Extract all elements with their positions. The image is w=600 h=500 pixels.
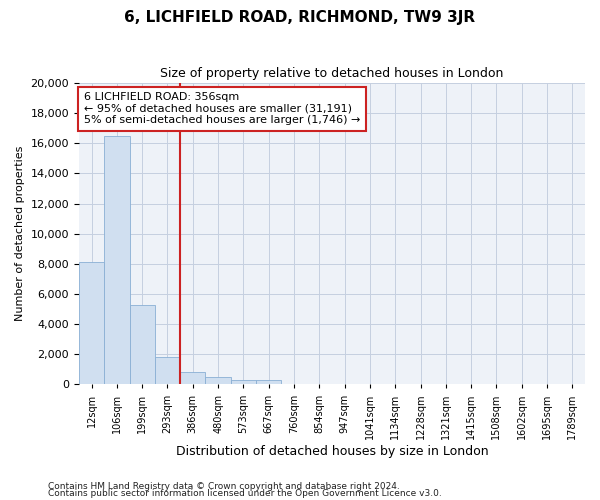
Text: Contains public sector information licensed under the Open Government Licence v3: Contains public sector information licen…: [48, 490, 442, 498]
Text: 6 LICHFIELD ROAD: 356sqm
← 95% of detached houses are smaller (31,191)
5% of sem: 6 LICHFIELD ROAD: 356sqm ← 95% of detach…: [84, 92, 361, 126]
Bar: [155, 358, 180, 384]
Bar: [231, 380, 256, 384]
Bar: [256, 380, 281, 384]
X-axis label: Distribution of detached houses by size in London: Distribution of detached houses by size …: [176, 444, 488, 458]
Bar: [205, 377, 231, 384]
Bar: [79, 262, 104, 384]
Bar: [180, 372, 205, 384]
Text: 6, LICHFIELD ROAD, RICHMOND, TW9 3JR: 6, LICHFIELD ROAD, RICHMOND, TW9 3JR: [124, 10, 476, 25]
Bar: [130, 304, 155, 384]
Title: Size of property relative to detached houses in London: Size of property relative to detached ho…: [160, 68, 503, 80]
Bar: [104, 136, 130, 384]
Y-axis label: Number of detached properties: Number of detached properties: [15, 146, 25, 322]
Text: Contains HM Land Registry data © Crown copyright and database right 2024.: Contains HM Land Registry data © Crown c…: [48, 482, 400, 491]
